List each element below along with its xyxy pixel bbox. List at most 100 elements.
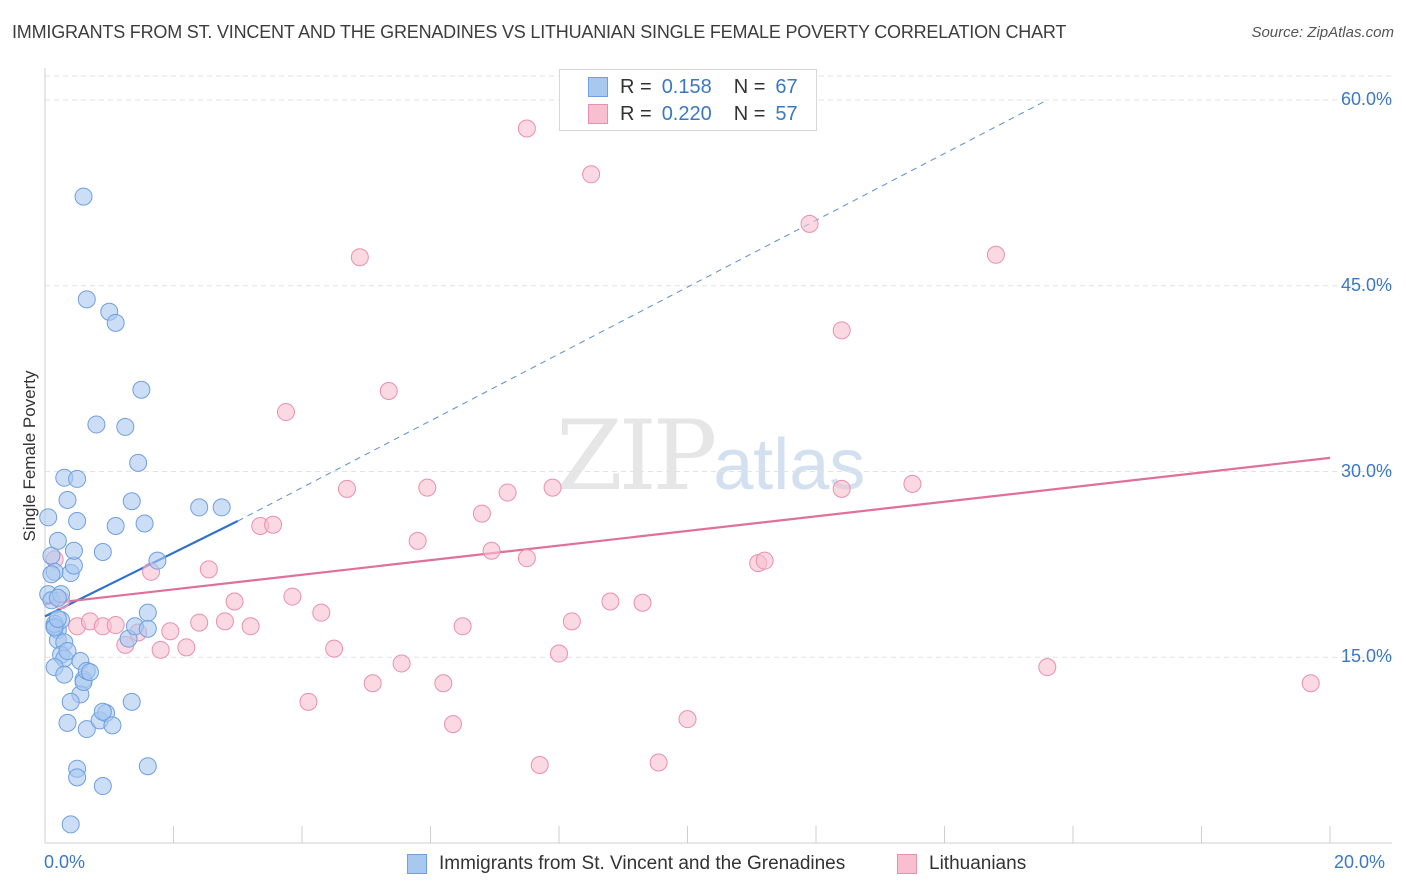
point-lithuanians [649,753,668,772]
point-lithuanians [832,479,851,498]
point-lithuanians [241,617,260,636]
point-lithuanians [379,382,398,401]
point-lithuanians [550,644,568,663]
legend-row-immigrants: R = 0.158 N = 67 [588,74,798,100]
legend-swatch-blue [407,854,427,874]
legend-item-lithuanians: Lithuanians [897,848,1026,880]
point-immigrants [61,692,80,711]
point-immigrants [138,757,157,776]
point-lithuanians [363,674,382,693]
y-tick-label: 15.0% [1340,646,1392,667]
point-lithuanians [199,560,218,579]
point-lithuanians [299,692,318,711]
point-lithuanians [350,248,369,267]
point-lithuanians [562,612,581,631]
legend-r-label: R = [620,75,652,98]
point-immigrants [116,417,135,436]
legend-item-immigrants: Immigrants from St. Vincent and the Gren… [407,848,845,880]
point-immigrants [74,187,93,206]
point-immigrants [58,642,77,661]
point-immigrants [68,469,87,488]
point-lithuanians [755,551,774,570]
point-lithuanians [408,531,427,550]
point-lithuanians [498,483,517,502]
point-immigrants [64,541,83,560]
point-immigrants [55,665,74,684]
point-lithuanians [582,165,601,184]
y-tick-label: 30.0% [1340,460,1392,481]
point-immigrants [122,692,141,711]
point-immigrants [87,415,106,434]
y-tick-label: 45.0% [1340,274,1392,295]
point-immigrants [93,702,112,721]
x-tick-label: 0.0% [44,852,86,872]
point-lithuanians [633,593,652,612]
point-lithuanians [678,710,697,729]
axes [44,68,1392,844]
legend-n-label: N = [733,75,766,98]
point-lithuanians [1038,658,1057,677]
legend-n-value: 67 [775,75,798,98]
point-lithuanians [225,592,244,611]
point-immigrants [93,777,112,796]
point-immigrants [212,498,231,517]
point-immigrants [148,551,167,570]
point-immigrants [48,531,67,550]
point-immigrants [77,290,96,309]
point-immigrants [77,720,96,739]
legend-r-label: R = [620,102,652,125]
point-lithuanians [832,321,851,340]
point-immigrants [122,492,141,511]
point-lithuanians [215,612,234,631]
point-immigrants [129,453,148,472]
point-immigrants [48,588,67,607]
point-lithuanians [276,403,295,422]
point-immigrants [138,619,157,638]
point-lithuanians [190,613,209,632]
point-lithuanians [1301,674,1320,693]
point-immigrants [106,313,125,332]
point-lithuanians [482,541,501,560]
point-lithuanians [392,654,411,673]
point-lithuanians [517,119,536,138]
point-immigrants [48,609,67,628]
point-lithuanians [151,640,170,659]
point-lithuanians [443,715,462,734]
point-immigrants [68,768,87,787]
gridlines [45,75,1392,658]
watermark: ZIPatlas [556,400,865,512]
point-immigrants [39,508,58,527]
legend-series-name: Immigrants from St. Vincent and the Gren… [439,853,846,874]
point-immigrants [103,716,122,735]
point-lithuanians [106,616,125,635]
legend-series-name: Lithuanians [929,853,1027,874]
legend-r-value: 0.158 [661,75,712,98]
point-lithuanians [161,622,180,641]
legend-swatch-blue [588,77,608,97]
legend-r-value: 0.220 [661,102,712,125]
legend-row-lithuanians: R = 0.220 N = 57 [588,101,798,127]
trend-line-lithuanians [44,456,1331,606]
y-axis-label: Single Female Poverty [20,370,39,542]
point-lithuanians [601,592,620,611]
point-lithuanians [517,549,536,568]
legend-swatch-pink [897,854,917,874]
watermark-zip: ZIP [556,400,717,512]
point-immigrants [80,663,99,682]
point-lithuanians [434,674,453,693]
point-immigrants [190,498,209,517]
point-lithuanians [903,474,922,493]
point-immigrants [58,713,77,732]
trend-line-immigrants-extension [237,99,1048,522]
point-immigrants [68,512,87,531]
point-immigrants [138,603,157,622]
point-lithuanians [453,617,472,636]
point-lithuanians [264,515,283,534]
x-tick-label: 20.0% [1334,852,1386,872]
point-lithuanians [325,639,344,658]
legend-n-value: 57 [775,102,798,125]
trend-lines [44,99,1331,618]
legend-n-label: N = [733,102,766,125]
point-immigrants [58,490,77,509]
